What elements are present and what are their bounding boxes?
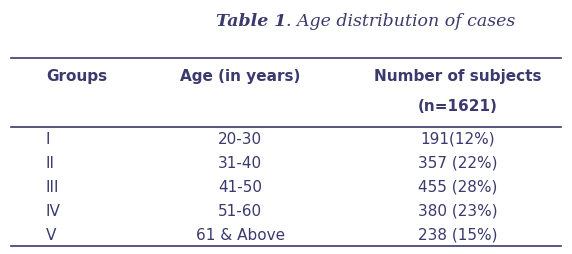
Text: 51-60: 51-60 xyxy=(218,203,263,218)
Text: 191(12%): 191(12%) xyxy=(420,132,495,146)
Text: I: I xyxy=(46,132,50,146)
Text: V: V xyxy=(46,227,56,242)
Text: III: III xyxy=(46,179,59,194)
Text: 357 (22%): 357 (22%) xyxy=(418,155,497,170)
Text: 380 (23%): 380 (23%) xyxy=(418,203,498,218)
Text: Age (in years): Age (in years) xyxy=(180,69,300,84)
Text: Number of subjects: Number of subjects xyxy=(374,69,541,84)
Text: 238 (15%): 238 (15%) xyxy=(418,227,497,242)
Text: II: II xyxy=(46,155,55,170)
Text: 41-50: 41-50 xyxy=(219,179,262,194)
Text: 455 (28%): 455 (28%) xyxy=(418,179,497,194)
Text: 20-30: 20-30 xyxy=(218,132,263,146)
Text: . Age distribution of cases: . Age distribution of cases xyxy=(286,13,515,30)
Text: Table 1: Table 1 xyxy=(216,13,286,30)
Text: 61 & Above: 61 & Above xyxy=(196,227,285,242)
Text: (n=1621): (n=1621) xyxy=(418,99,498,114)
Text: 31-40: 31-40 xyxy=(218,155,263,170)
Text: IV: IV xyxy=(46,203,61,218)
Text: Groups: Groups xyxy=(46,69,107,84)
